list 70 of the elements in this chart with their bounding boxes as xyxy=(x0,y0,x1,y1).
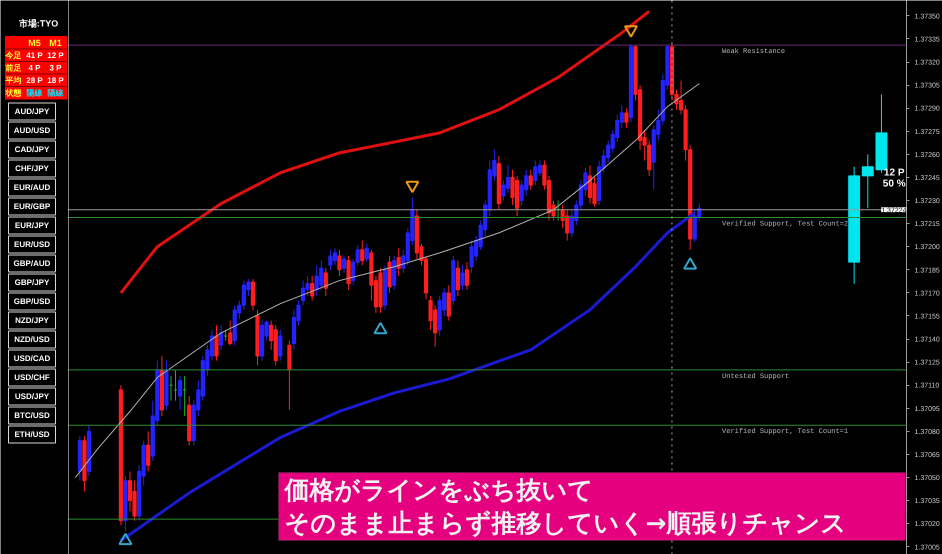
annotation: 価格がラインをぶち抜いて xyxy=(284,476,594,504)
text: ETH/USD xyxy=(14,430,50,439)
candlestick xyxy=(346,255,351,290)
candlestick xyxy=(501,180,506,202)
text: AUD/USD xyxy=(14,126,50,135)
text: USD/CAD xyxy=(14,354,50,363)
text: CAD/JPY xyxy=(14,145,50,154)
point xyxy=(373,322,388,334)
text: GBP/JPY xyxy=(14,278,50,287)
candlestick xyxy=(146,430,150,472)
candlestick xyxy=(506,164,510,194)
candlestick xyxy=(337,249,342,276)
text: EUR/JPY xyxy=(14,221,50,230)
candlestick xyxy=(592,176,597,208)
text: CHF/JPY xyxy=(15,164,50,173)
text: NZD/JPY xyxy=(15,316,50,325)
text: 今足 xyxy=(4,50,22,60)
text: 平均 xyxy=(4,76,22,85)
text: EUR/GBP xyxy=(14,202,51,211)
candlestick xyxy=(324,268,328,296)
text: 状態 xyxy=(4,88,22,98)
text: GBP/USD xyxy=(14,297,50,306)
text: 41 P xyxy=(26,50,44,60)
candlestick xyxy=(510,169,515,206)
line-series xyxy=(119,10,651,294)
candlestick xyxy=(250,278,256,310)
candlestick xyxy=(342,255,346,274)
candlestick xyxy=(528,169,533,190)
candlestick xyxy=(588,164,592,204)
candlestick xyxy=(624,108,628,129)
text: 4 P xyxy=(28,63,42,72)
candlestick xyxy=(428,295,433,330)
text: M1 xyxy=(49,38,62,48)
point xyxy=(405,180,420,194)
annotation: 50 % xyxy=(882,178,906,190)
candlestick xyxy=(456,260,460,296)
text: EUR/AUD xyxy=(14,183,50,192)
candlestick xyxy=(360,240,364,266)
candlestick xyxy=(464,262,470,290)
candlestick xyxy=(178,375,182,410)
text: EUR/USD xyxy=(14,240,50,249)
candlestick xyxy=(332,248,338,266)
text: 陽線 xyxy=(48,88,64,98)
text: 18 P xyxy=(47,76,64,85)
text: M5 xyxy=(28,38,41,48)
text: 12 P xyxy=(47,50,64,60)
annotation: 12 P xyxy=(884,167,905,178)
text: 3 P xyxy=(49,63,62,72)
text: BTC/USD xyxy=(14,411,50,420)
candlestick xyxy=(446,284,451,322)
text: NZD/USD xyxy=(14,335,50,344)
point xyxy=(118,532,132,546)
candlestick xyxy=(228,320,232,346)
candlestick xyxy=(214,324,219,362)
text: 陽線 xyxy=(26,88,44,98)
text: USD/CHF xyxy=(14,373,50,382)
text: 28 P xyxy=(26,76,44,85)
candlestick xyxy=(469,240,474,274)
candlestick xyxy=(278,329,282,362)
point xyxy=(624,25,638,38)
text: GBP/AUD xyxy=(14,259,51,268)
candlestick xyxy=(396,248,401,276)
candlestick xyxy=(460,264,465,290)
candlestick xyxy=(364,243,369,263)
text: 前足 xyxy=(4,63,22,72)
annotation: そのまま止まらず推移していく→順張りチャンス xyxy=(284,508,846,538)
text: USD/JPY xyxy=(14,392,50,401)
text: AUD/JPY xyxy=(14,107,50,116)
text: 市場:TYO xyxy=(18,18,58,28)
candlestick xyxy=(310,275,314,302)
